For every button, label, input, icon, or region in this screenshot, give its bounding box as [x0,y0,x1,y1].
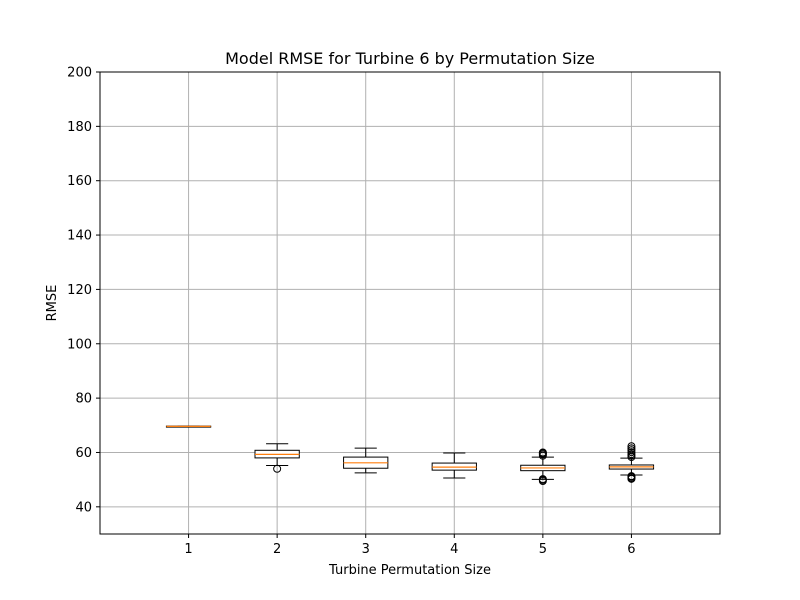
x-tick-label: 6 [627,542,635,557]
box-5 [520,448,566,486]
y-tick-label: 140 [67,229,92,244]
box-3 [343,447,389,474]
box-1 [165,425,212,428]
y-tick-label: 200 [67,66,92,81]
y-tick-label: 60 [75,446,92,461]
plot-frame [99,71,721,535]
outlier-point [627,472,636,481]
x-tick-label: 3 [362,542,370,557]
y-tick-label: 120 [67,283,92,298]
box-2 [254,443,300,473]
boxplots [165,425,655,486]
x-tick-label: 4 [450,542,458,557]
outlier-point [273,464,282,473]
chart-title: Model RMSE for Turbine 6 by Permutation … [225,49,595,68]
axis-ticks: 40 60 80 100 120 140 160 180 200 1 2 3 4 5 6 [67,66,635,558]
y-tick-label: 80 [75,392,92,407]
outlier-point [538,475,547,484]
box-4 [431,452,477,479]
x-tick-label: 5 [539,542,547,557]
x-tick-label: 2 [273,542,281,557]
y-tick-label: 100 [67,337,92,352]
outlier-point [627,442,636,451]
box-6 [608,442,655,483]
y-tick-label: 160 [67,174,92,189]
x-tick-label: 1 [184,542,192,557]
y-tick-label: 40 [75,500,92,515]
y-tick-label: 180 [67,120,92,135]
y-axis-label: RMSE [45,285,60,322]
outlier-point [627,444,636,453]
x-axis-label: Turbine Permutation Size [328,563,491,578]
outlier-point [538,448,547,457]
